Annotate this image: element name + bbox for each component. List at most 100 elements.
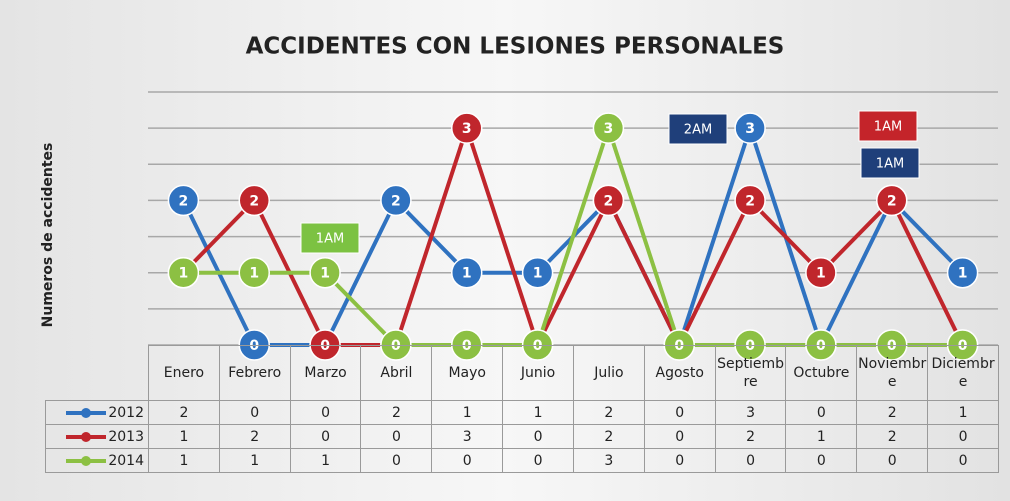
point-marker — [876, 184, 908, 217]
point-label: 2 — [887, 193, 897, 209]
point-marker — [592, 112, 625, 144]
table-value: 1 — [289, 448, 362, 473]
table-value: 0 — [289, 424, 362, 449]
point-marker — [167, 184, 200, 217]
table-value: 2 — [148, 400, 220, 425]
x-tick-label: Mayo — [431, 345, 504, 401]
table-value: 1 — [502, 400, 574, 425]
legend-cell: 2014 — [45, 448, 149, 473]
point-label: 1 — [179, 266, 189, 282]
corner-cell — [45, 345, 149, 401]
point-label: 2 — [745, 193, 755, 209]
legend-dot — [81, 407, 92, 418]
x-tick-label: Octubre — [785, 345, 858, 401]
table-value: 0 — [502, 448, 574, 473]
chart-title: ACCIDENTES CON LESIONES PERSONALES — [246, 34, 785, 60]
point-label: 3 — [462, 121, 472, 137]
annotation: 1AM — [316, 232, 344, 247]
point-label: 1 — [249, 266, 259, 282]
table-value: 2 — [360, 400, 433, 425]
point-label: 2 — [179, 193, 189, 209]
table-value: 0 — [927, 448, 999, 473]
point-marker — [734, 112, 766, 144]
legend-label: 2014 — [108, 452, 144, 469]
table-value: 0 — [360, 448, 433, 473]
x-tick-label: Marzo — [289, 345, 362, 401]
point-label: 2 — [604, 193, 614, 209]
table-value: 2 — [856, 400, 929, 425]
data-table: Enero Febrero Marzo Abril Mayo Junio Julio Agos… — [45, 345, 999, 473]
data-row: 2014 1 1 1 0 0 0 3 0 0 0 0 0 — [45, 448, 999, 473]
point-marker — [451, 112, 483, 144]
y-axis-label: Numeros de accidentes — [40, 143, 56, 328]
x-tick-label: Septiembre — [714, 345, 787, 401]
table-value: 0 — [927, 424, 999, 449]
x-tick-label: Enero — [148, 345, 220, 401]
table-value: 3 — [714, 400, 787, 425]
point-marker — [805, 256, 837, 289]
x-tick-label: Noviembre — [856, 345, 929, 401]
point-marker — [592, 184, 625, 217]
point-label: 1 — [533, 266, 543, 282]
point-marker — [238, 184, 270, 217]
table-value: 0 — [714, 448, 787, 473]
data-row: 2012 2 0 0 2 1 1 2 0 3 0 2 1 — [45, 400, 999, 425]
annotation-box — [668, 113, 728, 145]
point-marker — [238, 256, 270, 289]
table-value: 0 — [785, 448, 858, 473]
point-label: 3 — [604, 121, 614, 137]
point-marker — [309, 256, 341, 289]
x-tick-label: Agosto — [643, 345, 716, 401]
annotation-box — [300, 222, 360, 254]
table-value: 1 — [431, 400, 504, 425]
series-line — [181, 121, 965, 351]
point-marker — [734, 184, 766, 217]
header-row: Enero Febrero Marzo Abril Mayo Junio Julio Agos… — [45, 345, 999, 401]
table-value: 0 — [502, 424, 574, 449]
x-tick-label: Junio — [502, 345, 574, 401]
point-marker — [167, 256, 200, 289]
table-value: 2 — [572, 400, 645, 425]
point-marker — [451, 256, 483, 289]
table-value: 1 — [785, 424, 858, 449]
table-value: 1 — [148, 448, 220, 473]
x-tick-label: Abril — [360, 345, 433, 401]
point-label: 1 — [320, 266, 330, 282]
x-tick-label: Febrero — [218, 345, 291, 401]
point-label: 2 — [391, 193, 401, 209]
point-label: 2 — [249, 193, 259, 209]
point-marker — [380, 184, 412, 217]
table-value: 0 — [218, 400, 291, 425]
point-marker — [521, 256, 554, 289]
legend-cell: 2013 — [45, 424, 149, 449]
legend-dot — [81, 455, 92, 466]
annotation: 1AM — [876, 157, 904, 172]
table-value: 1 — [927, 400, 999, 425]
table-value: 0 — [431, 448, 504, 473]
data-row: 2013 1 2 0 0 3 0 2 0 2 1 2 0 — [45, 424, 999, 449]
table-value: 0 — [643, 400, 716, 425]
table-value: 0 — [643, 424, 716, 449]
table-value: 1 — [148, 424, 220, 449]
legend-dot — [81, 431, 92, 442]
table-value: 0 — [856, 448, 929, 473]
table-value: 2 — [572, 424, 645, 449]
table-value: 1 — [218, 448, 291, 473]
table-value: 0 — [289, 400, 362, 425]
table-value: 3 — [431, 424, 504, 449]
table-value: 0 — [785, 400, 858, 425]
x-tick-label: Julio — [572, 345, 645, 401]
point-label: 1 — [816, 266, 826, 282]
table-value: 0 — [643, 448, 716, 473]
table-value: 3 — [572, 448, 645, 473]
annotation-box — [860, 147, 920, 179]
annotation-box — [858, 110, 918, 142]
table-value: 2 — [218, 424, 291, 449]
x-tick-label: Diciembre — [927, 345, 999, 401]
point-label: 1 — [462, 266, 472, 282]
legend-cell: 2012 — [45, 400, 149, 425]
point-marker — [946, 256, 979, 289]
table-value: 2 — [856, 424, 929, 449]
legend-label: 2012 — [108, 404, 144, 421]
